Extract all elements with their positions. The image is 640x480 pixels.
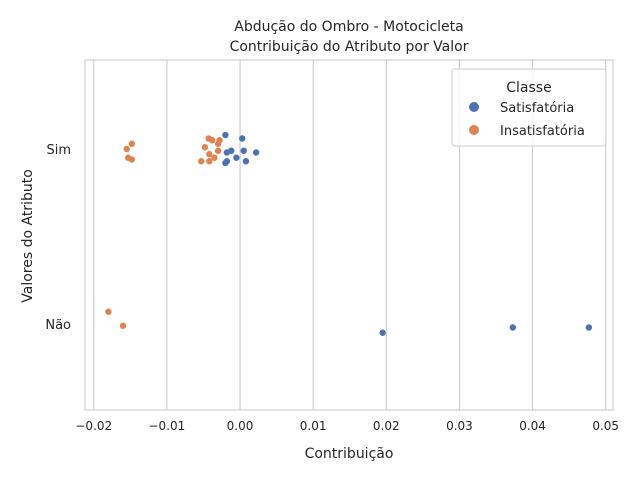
data-point-insatisfatoria xyxy=(206,151,213,158)
plot-frame xyxy=(84,59,614,411)
x-tick-label: 0.04 xyxy=(519,419,546,433)
data-point-insatisfatoria xyxy=(119,322,127,329)
data-point-insatisfatoria xyxy=(206,158,213,165)
data-point-insatisfatoria xyxy=(123,145,130,153)
legend-box xyxy=(451,68,607,147)
chart-title: Abdução do Ombro - Motocicleta xyxy=(234,19,463,35)
legend-label-satisfatoria: Satisfatória xyxy=(500,101,574,116)
data-point-satisfatoria xyxy=(222,131,229,139)
data-point-satisfatoria xyxy=(222,159,229,167)
legend-title: Classe xyxy=(506,80,551,96)
data-point-insatisfatoria xyxy=(214,147,222,154)
data-point-insatisfatoria xyxy=(209,137,216,144)
x-tick-label: 0.05 xyxy=(592,419,619,433)
legend-label-insatisfatoria: Insatisfatória xyxy=(500,124,585,139)
y-tick-label: Sim xyxy=(46,143,71,158)
data-point-insatisfatoria xyxy=(201,144,209,151)
y-axis-label: Valores do Atributo xyxy=(20,169,36,303)
data-point-insatisfatoria xyxy=(105,308,112,315)
legend-marker-insatisfatoria xyxy=(469,125,479,135)
data-point-insatisfatoria xyxy=(198,158,205,165)
data-point-insatisfatoria xyxy=(214,140,222,147)
y-tick-label: Não xyxy=(45,318,71,333)
data-point-satisfatoria xyxy=(240,147,247,154)
x-axis-ticks: −0.02 −0.01 0.00 0.01 0.02 0.03 0.04 0.05 xyxy=(75,419,619,433)
data-point-satisfatoria xyxy=(509,324,517,331)
x-tick-label: −0.02 xyxy=(75,419,112,433)
x-tick-label: 0.01 xyxy=(300,419,327,433)
x-tick-label: 0.02 xyxy=(373,419,400,433)
data-point-insatisfatoria xyxy=(128,140,136,147)
data-point-insatisfatoria xyxy=(128,156,136,163)
data-point-satisfatoria xyxy=(379,329,386,336)
plot-border xyxy=(84,59,614,411)
data-points xyxy=(105,131,593,336)
legend: Classe Satisfatória Insatisfatória xyxy=(451,68,607,147)
x-tick-label: 0.03 xyxy=(446,419,473,433)
x-axis-label: Contribuição xyxy=(305,446,394,462)
data-point-satisfatoria xyxy=(239,135,246,142)
data-point-satisfatoria xyxy=(228,147,235,154)
data-point-insatisfatoria xyxy=(211,154,218,161)
x-tick-label: −0.01 xyxy=(149,419,186,433)
data-point-satisfatoria xyxy=(233,154,240,161)
legend-marker-satisfatoria xyxy=(469,102,479,112)
x-tick-label: 0.00 xyxy=(227,419,254,433)
data-point-satisfatoria xyxy=(585,324,593,331)
chart-subtitle: Contribuição do Atributo por Valor xyxy=(230,39,469,55)
data-point-satisfatoria xyxy=(252,149,260,156)
y-axis-ticks: Sim Não xyxy=(45,143,71,333)
data-point-satisfatoria xyxy=(242,158,250,165)
